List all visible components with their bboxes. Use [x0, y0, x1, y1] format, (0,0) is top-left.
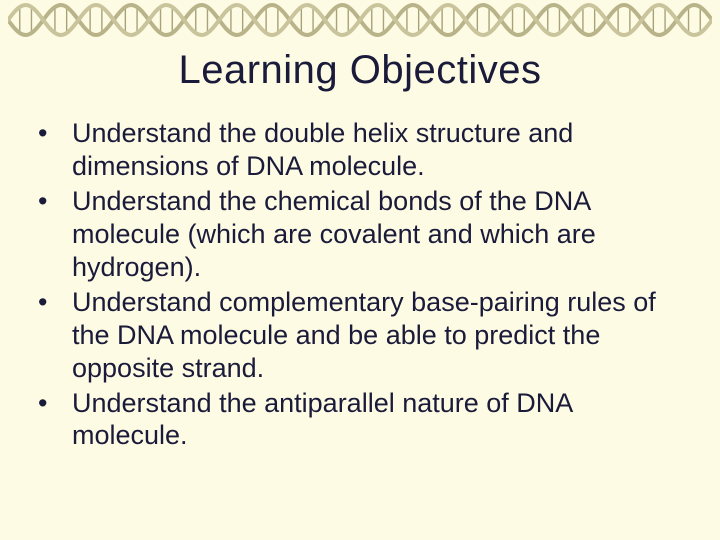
page-title: Learning Objectives	[0, 48, 720, 93]
list-item: Understand the double helix structure an…	[72, 117, 680, 183]
objectives-list: Understand the double helix structure an…	[0, 117, 720, 452]
list-item: Understand complementary base-pairing ru…	[72, 286, 680, 385]
list-item: Understand the antiparallel nature of DN…	[72, 387, 680, 453]
dna-helix-banner	[0, 0, 720, 40]
dna-helix-icon	[8, 2, 712, 38]
list-item: Understand the chemical bonds of the DNA…	[72, 185, 680, 284]
